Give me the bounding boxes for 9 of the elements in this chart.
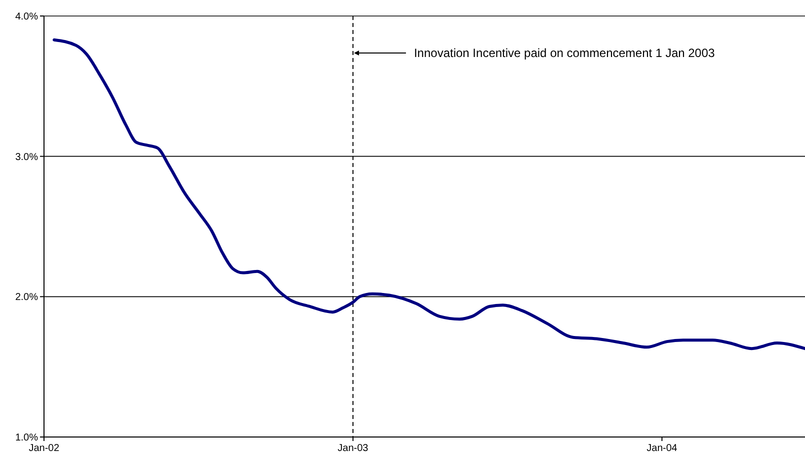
x-tick-label: Jan-03 [338,443,369,454]
y-tick-label: 4.0% [15,12,38,22]
x-tick-label: Jan-04 [646,443,678,454]
x-tick-label: Jan-02 [28,443,60,454]
y-tick-label: 1.0% [15,432,38,444]
line-series [52,38,805,350]
ref-line-label: Innovation Incentive paid on commencement 1 Jan 2003 [414,46,716,60]
y-tick-label: 2.0% [15,292,38,304]
y-tick-label: 3.0% [15,152,38,163]
